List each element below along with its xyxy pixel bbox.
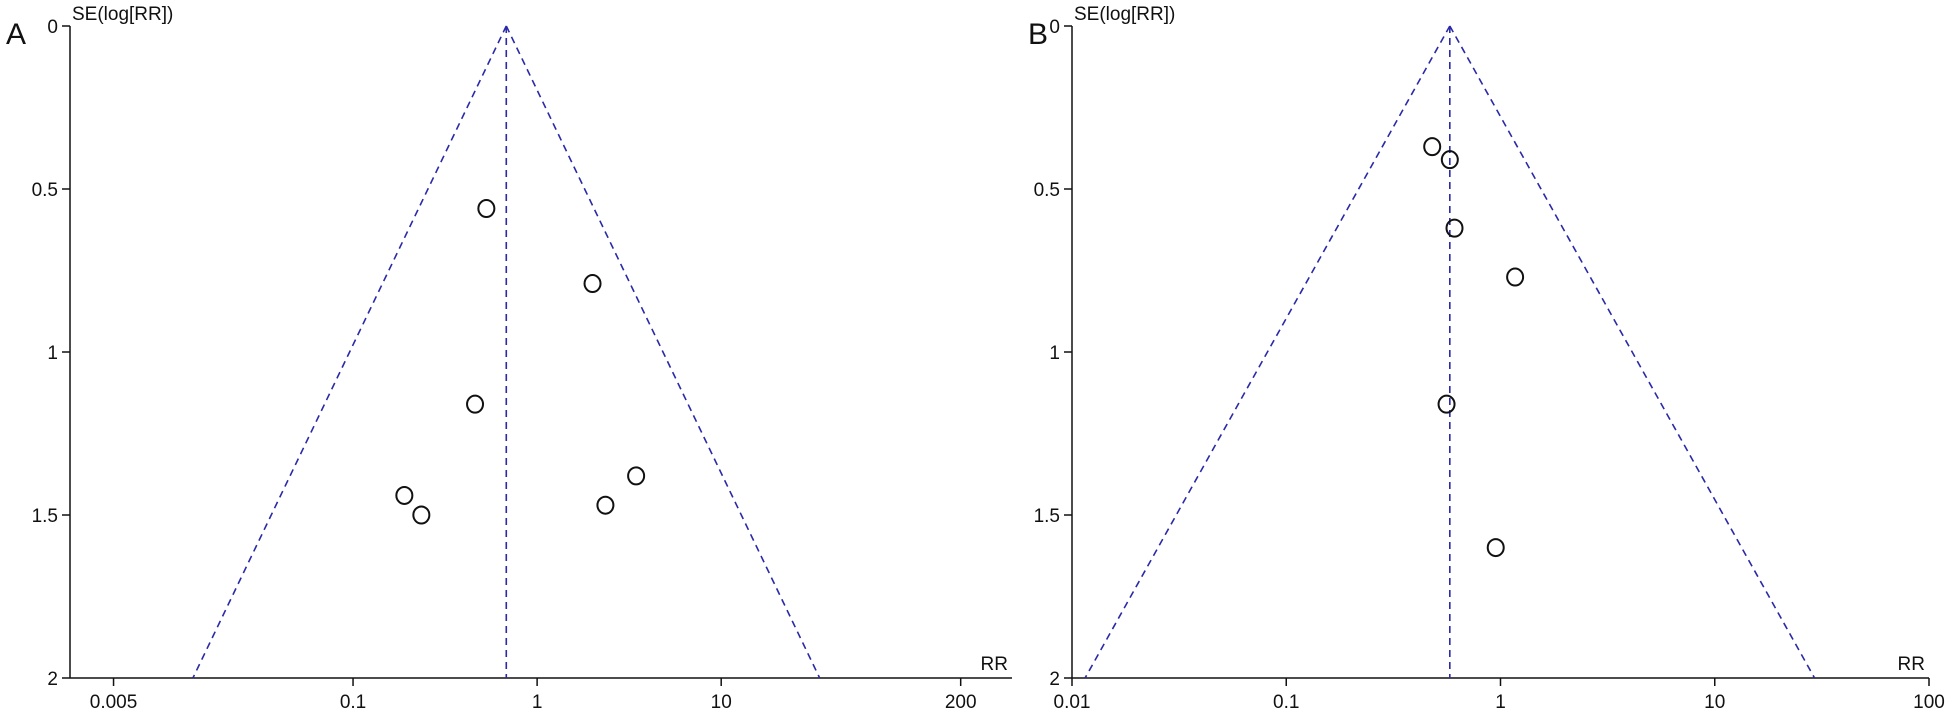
study-point (1440, 150, 1459, 170)
y-tick-label: 2 (1049, 669, 1060, 690)
study-point (477, 199, 496, 219)
study-point (1445, 218, 1464, 238)
funnel-left-line (192, 25, 508, 679)
y-tick-label: 0 (1049, 17, 1060, 38)
x-tick-label: 0.01 (1054, 692, 1091, 711)
y-axis-label: SE(log[RR]) (1074, 4, 1175, 25)
y-tick-label: 1.5 (1034, 506, 1060, 527)
y-tick-label: 2 (47, 669, 58, 690)
x-axis-label: RR (1898, 654, 1925, 675)
study-point (1437, 394, 1456, 414)
x-tick-label: 10 (1704, 692, 1725, 711)
study-point (1506, 267, 1525, 287)
y-tick-label: 0.5 (1034, 180, 1060, 201)
x-tick-label: 0.005 (90, 692, 138, 711)
x-tick-label: 1 (1495, 692, 1506, 711)
panel-label: B (1028, 18, 1048, 51)
study-point (596, 495, 615, 515)
y-tick-label: 1 (1049, 343, 1060, 364)
study-point (583, 274, 602, 294)
x-tick-label: 10 (711, 692, 732, 711)
study-point (395, 485, 414, 505)
funnel-right-line (505, 25, 821, 679)
y-tick-label: 0.5 (32, 180, 58, 201)
x-tick-label: 200 (945, 692, 977, 711)
funnel-left-line (1084, 25, 1451, 679)
y-tick-label: 0 (47, 17, 58, 38)
funnel-plot-panel-a: A 0 0.5 1 1.5 2 0.005 0.1 1 10 200 SE(log[RR]) RR (6, 4, 1012, 713)
study-point (412, 505, 431, 525)
x-tick-label: 0.1 (1273, 692, 1299, 711)
panel-label: A (6, 18, 26, 51)
x-axis-label: RR (981, 654, 1008, 675)
y-tick-label: 1 (47, 343, 58, 364)
x-tick-label: 1 (532, 692, 543, 711)
funnel-right-line (1449, 25, 1816, 679)
study-point (466, 394, 485, 414)
study-point (627, 466, 646, 486)
study-point (1423, 137, 1442, 157)
study-point (1486, 538, 1505, 558)
y-axis-label: SE(log[RR]) (72, 4, 173, 25)
y-tick-label: 1.5 (32, 506, 58, 527)
funnel-plot-panel-b: B 0 0.5 1 1.5 2 0.01 0.1 1 10 100 SE(log[RR]) RR (1028, 4, 1945, 713)
x-tick-label: 100 (1913, 692, 1945, 711)
x-tick-label: 0.1 (340, 692, 366, 711)
